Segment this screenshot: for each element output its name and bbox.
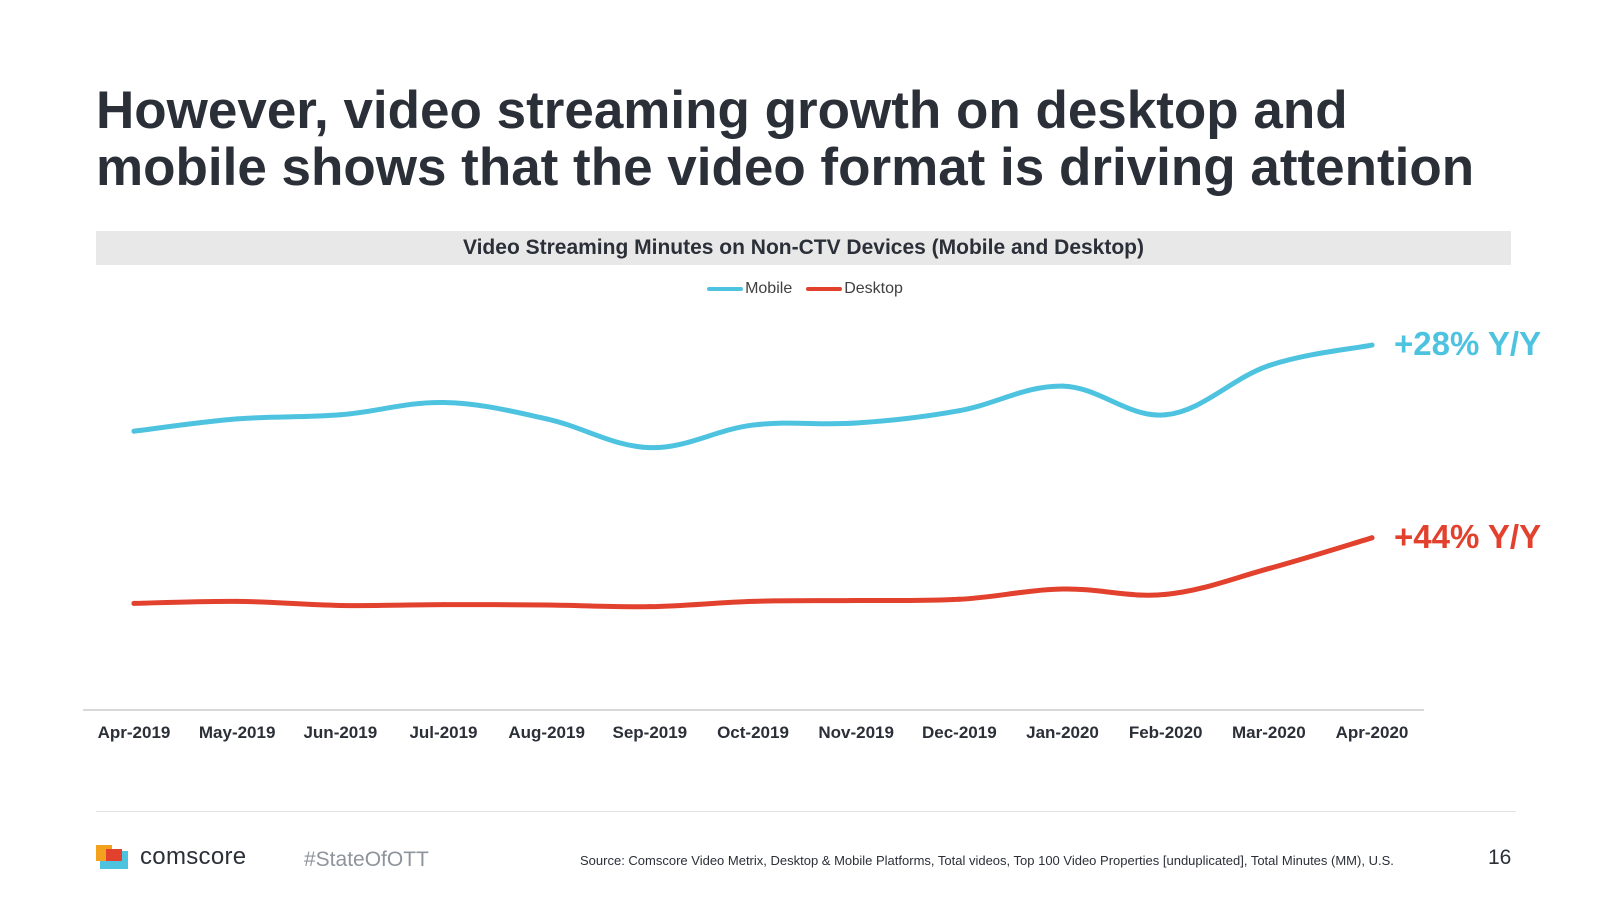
x-tick-label: Dec-2019 [922,723,997,742]
comscore-logo: comscore [96,843,246,871]
data-point-mobile [853,420,859,426]
data-point-mobile [131,428,137,434]
data-point-desktop [956,596,962,602]
data-point-mobile [956,408,962,414]
x-tick-label: Jun-2019 [303,723,377,742]
data-point-mobile [750,422,756,428]
data-point-desktop [647,604,653,610]
data-point-desktop [750,598,756,604]
data-point-mobile [1369,342,1375,348]
data-point-mobile [1060,383,1065,389]
chart-legend: Mobile Desktop [0,280,1600,298]
page-title: However, video streaming growth on deskt… [96,82,1536,196]
x-tick-label: Oct-2019 [717,723,789,742]
data-point-desktop [1266,566,1272,572]
data-point-mobile [441,400,446,405]
legend-label-mobile: Mobile [745,280,793,297]
data-point-desktop [337,602,343,608]
x-tick-label: Jul-2019 [409,723,477,742]
source-note: Source: Comscore Video Metrix, Desktop &… [580,853,1394,868]
data-point-desktop [1369,535,1375,541]
title-line-2: mobile shows that the video format is dr… [96,138,1475,197]
data-point-mobile [647,445,653,451]
legend-swatch-mobile [707,287,744,291]
legend-swatch-desktop [806,287,843,291]
series-line-desktop [131,535,1375,610]
title-line-1: However, video streaming growth on deskt… [96,81,1348,140]
brand-name: comscore [140,843,247,870]
chart-title: Video Streaming Minutes on Non-CTV Devic… [96,231,1511,265]
x-tick-label: Nov-2019 [818,723,894,742]
x-tick-label: Mar-2020 [1232,723,1306,742]
line-chart: Apr-2019 May-2019 Jun-2019 Jul-2019 Aug-2019… [83,325,1541,742]
growth-annotation-desktop: +44% Y/Y [1394,518,1541,555]
data-point-mobile [1266,363,1272,369]
legend-label-desktop: Desktop [844,280,903,297]
data-point-mobile [544,416,550,422]
comscore-logo-icon [96,843,132,871]
data-point-desktop [234,598,240,604]
x-tick-label: Feb-2020 [1129,723,1203,742]
footer-divider [96,811,1516,812]
page-number: 16 [1488,846,1512,869]
legend-item-desktop: Desktop [806,280,903,298]
x-tick-label: Jan-2020 [1026,723,1099,742]
hashtag: #StateOfOTT [304,848,429,871]
data-point-desktop [441,602,446,608]
data-point-mobile [337,412,343,418]
data-point-desktop [1163,591,1169,597]
x-tick-label: Apr-2019 [98,723,171,742]
data-point-mobile [1163,412,1169,418]
x-tick-label: May-2019 [199,723,276,742]
data-point-desktop [853,598,859,604]
data-point-desktop [1060,586,1065,592]
data-point-desktop [544,602,550,608]
x-tick-label: Aug-2019 [508,723,585,742]
growth-annotation-mobile: +28% Y/Y [1394,325,1541,362]
series-line-mobile [131,342,1375,451]
data-point-desktop [131,600,137,606]
data-point-mobile [234,416,240,422]
x-tick-label: Sep-2019 [612,723,687,742]
legend-item-mobile: Mobile [707,280,792,298]
x-tick-label: Apr-2020 [1336,723,1409,742]
